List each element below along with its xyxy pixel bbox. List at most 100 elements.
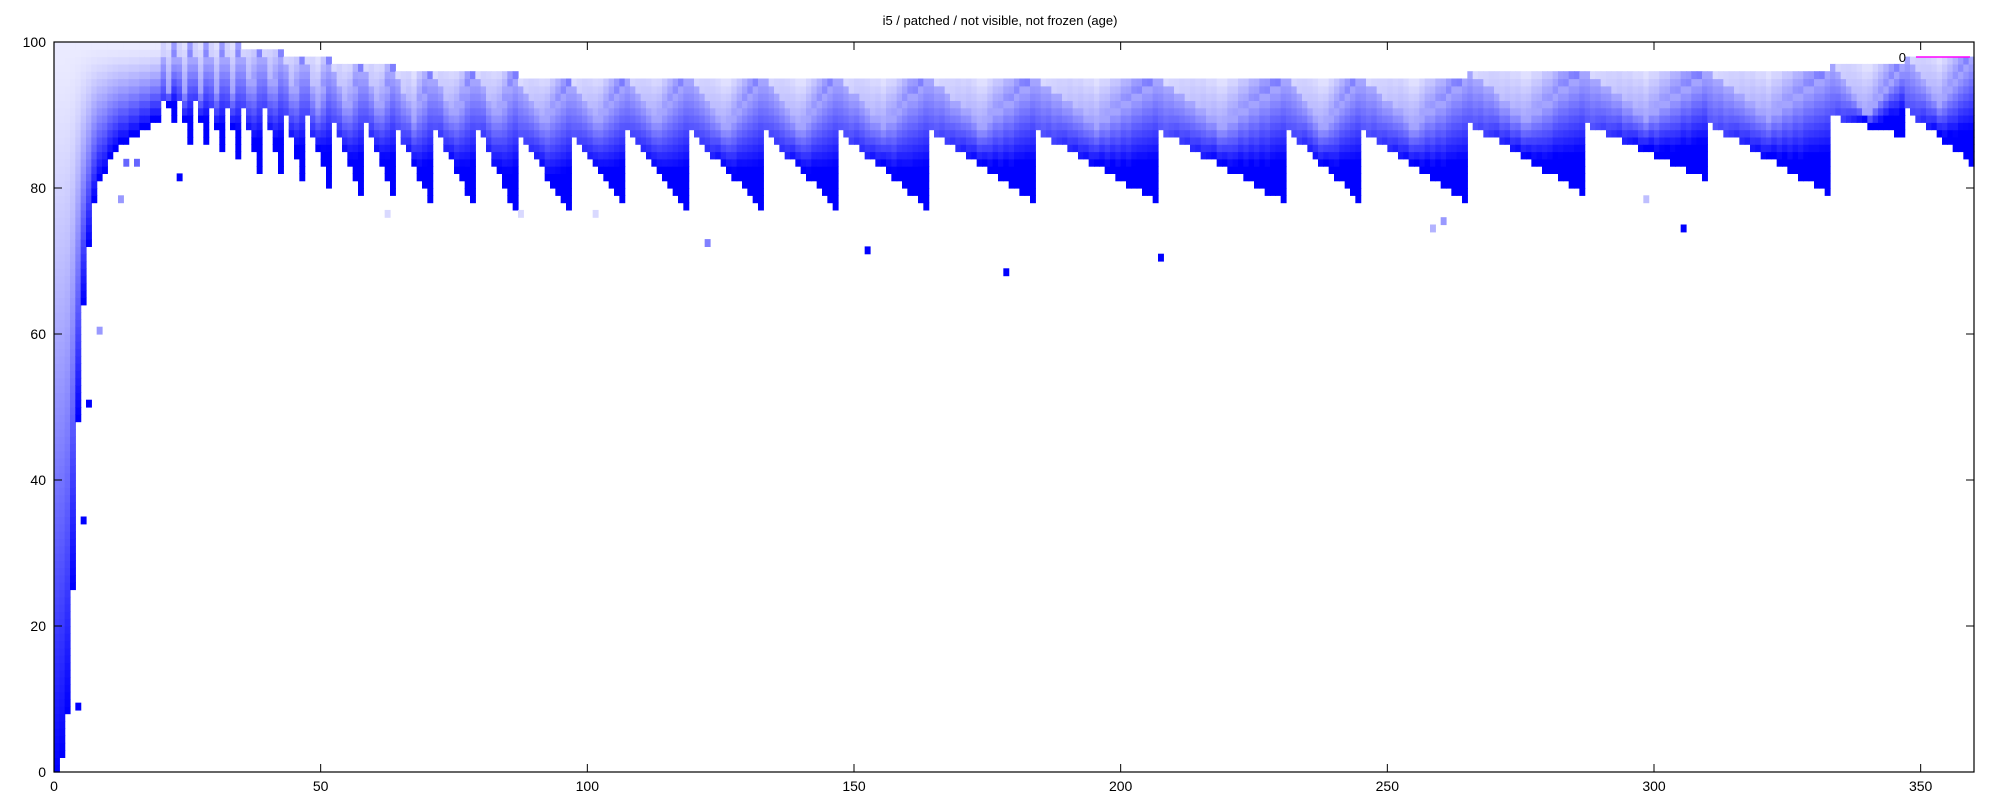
heatmap-cell [907,136,914,145]
heatmap-cell [1035,78,1042,87]
heatmap-cell [683,173,690,182]
heatmap-cell [86,151,92,160]
heatmap-cell [1846,115,1852,123]
heatmap-cell [1643,100,1650,109]
heatmap-cell [758,136,764,145]
heatmap-cell [838,107,844,116]
heatmap-cell [304,71,311,80]
heatmap-cell [683,107,690,116]
heatmap-cell [1419,151,1426,160]
heatmap-cell [187,49,194,58]
heatmap-cell [1638,144,1644,153]
heatmap-cell [251,100,258,109]
heatmap-cell [59,253,66,262]
heatmap-cell [1008,107,1015,116]
heatmap-cell [507,85,514,94]
heatmap-cell [1056,85,1063,94]
heatmap-cell [1766,115,1772,123]
heatmap-cell [1424,136,1431,145]
heatmap-cell [70,107,76,116]
heatmap-cell [1200,122,1207,131]
heatmap-cell [187,129,194,138]
heatmap-cell [1456,107,1463,116]
heatmap-cell [1366,78,1372,87]
heatmap-cell [1942,129,1948,138]
heatmap-cell [166,71,172,80]
heatmap-cell [1872,122,1879,131]
heatmap-cell [427,129,434,138]
heatmap-cell [464,93,471,101]
heatmap-cell [75,42,82,50]
heatmap-cell [75,341,82,350]
heatmap-cell [1440,173,1447,182]
heatmap-cell [656,129,663,138]
heatmap-cell [1243,122,1250,131]
heatmap-cell [816,136,823,145]
heatmap-cell [283,100,290,109]
heatmap-cell [1531,100,1538,109]
heatmap-cell [470,107,476,116]
heatmap-cell [886,115,892,123]
heatmap-cell [1680,100,1687,109]
heatmap-cell [726,100,732,109]
heatmap-cell [86,224,92,233]
heatmap-cell [96,63,103,72]
heatmap-cell [75,151,82,160]
heatmap-cell [1323,78,1330,87]
heatmap-cell [219,71,226,80]
heatmap-cell [470,195,476,204]
heatmap-cell [379,71,386,80]
heatmap-cell [486,93,492,101]
heatmap-cell [1094,158,1100,167]
heatmap-cell [1606,122,1612,131]
heatmap-cell [1259,151,1266,160]
heatmap-cell [1467,107,1474,116]
heatmap-cell [683,129,690,138]
heatmap-cell [1072,85,1079,94]
heatmap-cell [886,166,892,174]
heatmap-cell [790,85,796,94]
heatmap-cell [70,480,76,488]
heatmap-cell [806,107,812,116]
heatmap-cell [1206,107,1212,116]
heatmap-cell [107,144,114,153]
heatmap-cell [1430,129,1436,138]
heatmap-cell [1360,122,1367,131]
heatmap-cell [811,122,818,131]
heatmap-cell [944,136,951,145]
heatmap-cell [1515,85,1522,94]
heatmap-cell [619,107,626,116]
heatmap-cell [864,115,871,123]
heatmap-cell [1648,93,1655,101]
heatmap-cell [219,144,226,153]
heatmap-cell [507,173,514,182]
heatmap-cell [1456,100,1463,109]
heatmap-cell [267,100,274,109]
heatmap-cell [694,100,700,109]
heatmap-cell [1040,122,1047,131]
heatmap-cell [934,85,940,94]
heatmap-cell [1803,115,1810,123]
heatmap-cell [715,93,722,101]
heatmap-cell [352,63,359,72]
heatmap-cell [91,93,98,101]
heatmap-cell [1718,85,1724,94]
heatmap-cell [811,115,818,123]
heatmap-cell [635,78,642,87]
heatmap-cell [1515,93,1522,101]
heatmap-cell [667,173,674,182]
heatmap-cell [1808,136,1815,145]
heatmap-cell [54,633,60,642]
heatmap-cell [907,100,914,109]
heatmap-cell [470,115,476,123]
heatmap-cell [854,115,860,123]
heatmap-cell [1856,63,1863,72]
heatmap-cell [70,71,76,80]
heatmap-cell [1744,85,1751,94]
heatmap-cell [1686,100,1692,109]
heatmap-cell [1638,71,1644,80]
heatmap-cell [806,158,812,167]
heatmap-cell [1067,115,1074,123]
heatmap-cell [59,618,66,627]
heatmap-cell [1152,93,1159,101]
